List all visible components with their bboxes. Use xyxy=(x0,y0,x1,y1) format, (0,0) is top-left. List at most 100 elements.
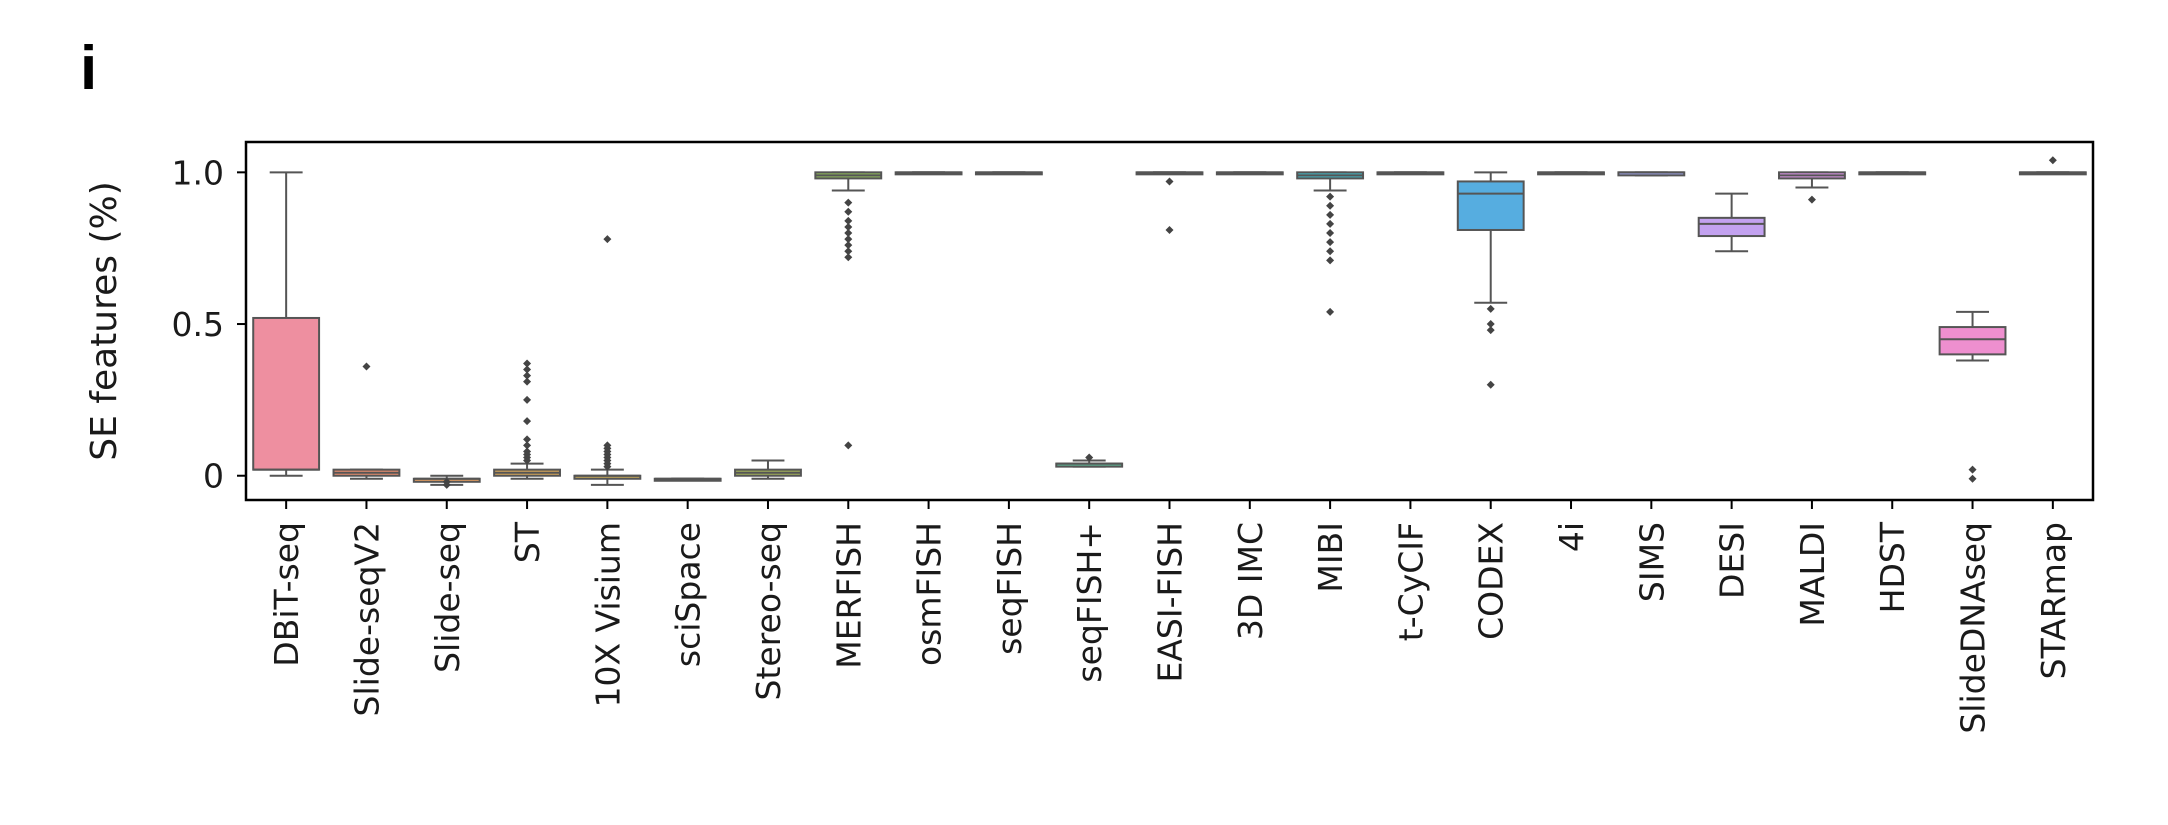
outlier-point xyxy=(844,247,853,256)
x-tick-label: Stereo-seq xyxy=(749,522,788,701)
outlier-point xyxy=(844,198,853,207)
box-dbit-seq xyxy=(252,171,321,477)
outlier-point xyxy=(1486,326,1495,335)
box-scispace xyxy=(653,477,722,482)
outlier-point xyxy=(2048,156,2057,165)
outlier-point xyxy=(1486,380,1495,389)
box-starmap xyxy=(2018,156,2087,176)
y-tick-label: 0 xyxy=(203,457,224,496)
outlier-point xyxy=(1326,201,1335,210)
box-easi-fish xyxy=(1135,171,1204,234)
outlier-point xyxy=(1486,304,1495,313)
plot-area xyxy=(252,156,2087,489)
x-tick-label: ST xyxy=(508,521,547,563)
outlier-point xyxy=(1968,465,1977,474)
box-mibi xyxy=(1296,171,1365,316)
x-tick-label: Slide-seq xyxy=(428,522,467,673)
outlier-point xyxy=(1326,256,1335,265)
box-seqfish- xyxy=(1055,453,1124,468)
outlier-point xyxy=(523,365,532,374)
outlier-point xyxy=(1326,229,1335,238)
outlier-point xyxy=(1326,210,1335,219)
box-maldi xyxy=(1778,171,1846,204)
x-tick-label: DBiT-seq xyxy=(267,522,306,667)
outlier-point xyxy=(844,253,853,262)
panel-label: i xyxy=(80,34,98,103)
outlier-point xyxy=(603,462,612,471)
outlier-point xyxy=(844,207,853,216)
y-axis-title: SE features (%) xyxy=(84,181,125,461)
outlier-point xyxy=(523,359,532,368)
x-tick-label: seqFISH+ xyxy=(1070,522,1109,683)
x-tick-label: SlideDNAseq xyxy=(1954,522,1993,734)
outlier-point xyxy=(844,241,853,250)
outlier-point xyxy=(523,417,532,426)
outlier-point xyxy=(1326,192,1335,201)
y-tick-label: 0.5 xyxy=(172,305,224,344)
outlier-point xyxy=(1968,474,1977,483)
x-tick-label: 10X Visium xyxy=(588,522,627,708)
box-body xyxy=(1938,326,2007,356)
x-tick-label: 4i xyxy=(1552,522,1591,552)
box-hdst xyxy=(1858,171,1927,176)
x-tick-label: MALDI xyxy=(1793,522,1832,627)
outlier-point xyxy=(603,235,612,244)
plot-frame xyxy=(244,140,2095,502)
box-codex xyxy=(1456,171,1525,389)
box-slide-seq xyxy=(412,474,481,489)
y-axis: 0 0.5 1.0 xyxy=(172,153,246,496)
outlier-point xyxy=(523,395,532,404)
box-sims xyxy=(1617,171,1686,177)
box-4i xyxy=(1537,171,1605,176)
outlier-point xyxy=(844,216,853,225)
box-st xyxy=(493,359,561,480)
outlier-point xyxy=(1085,453,1094,462)
x-tick-label: Slide-seqV2 xyxy=(347,522,386,716)
outlier-point xyxy=(1165,225,1174,234)
outlier-point xyxy=(844,441,853,450)
box-body xyxy=(1697,216,1766,238)
outlier-point xyxy=(1326,307,1335,316)
outlier-point xyxy=(1165,177,1174,186)
x-tick-label: STARmap xyxy=(2034,522,2073,679)
outlier-point xyxy=(442,480,451,489)
x-tick-label: seqFISH xyxy=(990,522,1029,655)
y-tick-label: 1.0 xyxy=(172,153,224,192)
x-tick-label: osmFISH xyxy=(910,522,949,666)
x-tick-label: 3D IMC xyxy=(1231,522,1270,640)
x-tick-label: SIMS xyxy=(1632,522,1671,602)
outlier-point xyxy=(523,441,532,450)
box-slidednaseq xyxy=(1938,310,2007,483)
outlier-point xyxy=(523,371,532,380)
x-tick-label: CODEX xyxy=(1472,522,1511,640)
box-stereo-seq xyxy=(734,459,802,480)
box-merfish xyxy=(814,171,883,450)
outlier-point xyxy=(523,377,532,386)
x-tick-label: DESI xyxy=(1713,522,1752,599)
outlier-point xyxy=(1326,219,1335,228)
x-tick-label: MERFISH xyxy=(829,522,868,669)
box-body xyxy=(252,316,321,471)
outlier-point xyxy=(1326,247,1335,256)
x-tick-label: EASI-FISH xyxy=(1151,522,1190,683)
box-t-cycif xyxy=(1376,171,1445,176)
outlier-point xyxy=(1807,195,1816,204)
box-desi xyxy=(1697,192,1766,253)
x-tick-label: HDST xyxy=(1873,521,1912,613)
box-3d-imc xyxy=(1215,171,1284,176)
x-tick-label: t-CyCIF xyxy=(1391,522,1430,641)
outlier-point xyxy=(844,222,853,231)
box-slide-seqv2 xyxy=(332,362,401,480)
outlier-point xyxy=(844,235,853,244)
outlier-point xyxy=(1326,238,1335,247)
x-tick-label: sciSpace xyxy=(669,522,708,667)
box-10x-visium xyxy=(573,235,642,486)
x-axis: DBiT-seq Slide-seqV2 Slide-seq ST 10X Visium… xyxy=(267,500,2073,734)
outlier-point xyxy=(523,456,532,465)
outlier-point xyxy=(523,435,532,444)
box-seqfish xyxy=(974,171,1043,176)
outlier-point xyxy=(362,362,371,371)
box-body xyxy=(1456,180,1525,231)
x-tick-label: MIBI xyxy=(1311,522,1350,593)
